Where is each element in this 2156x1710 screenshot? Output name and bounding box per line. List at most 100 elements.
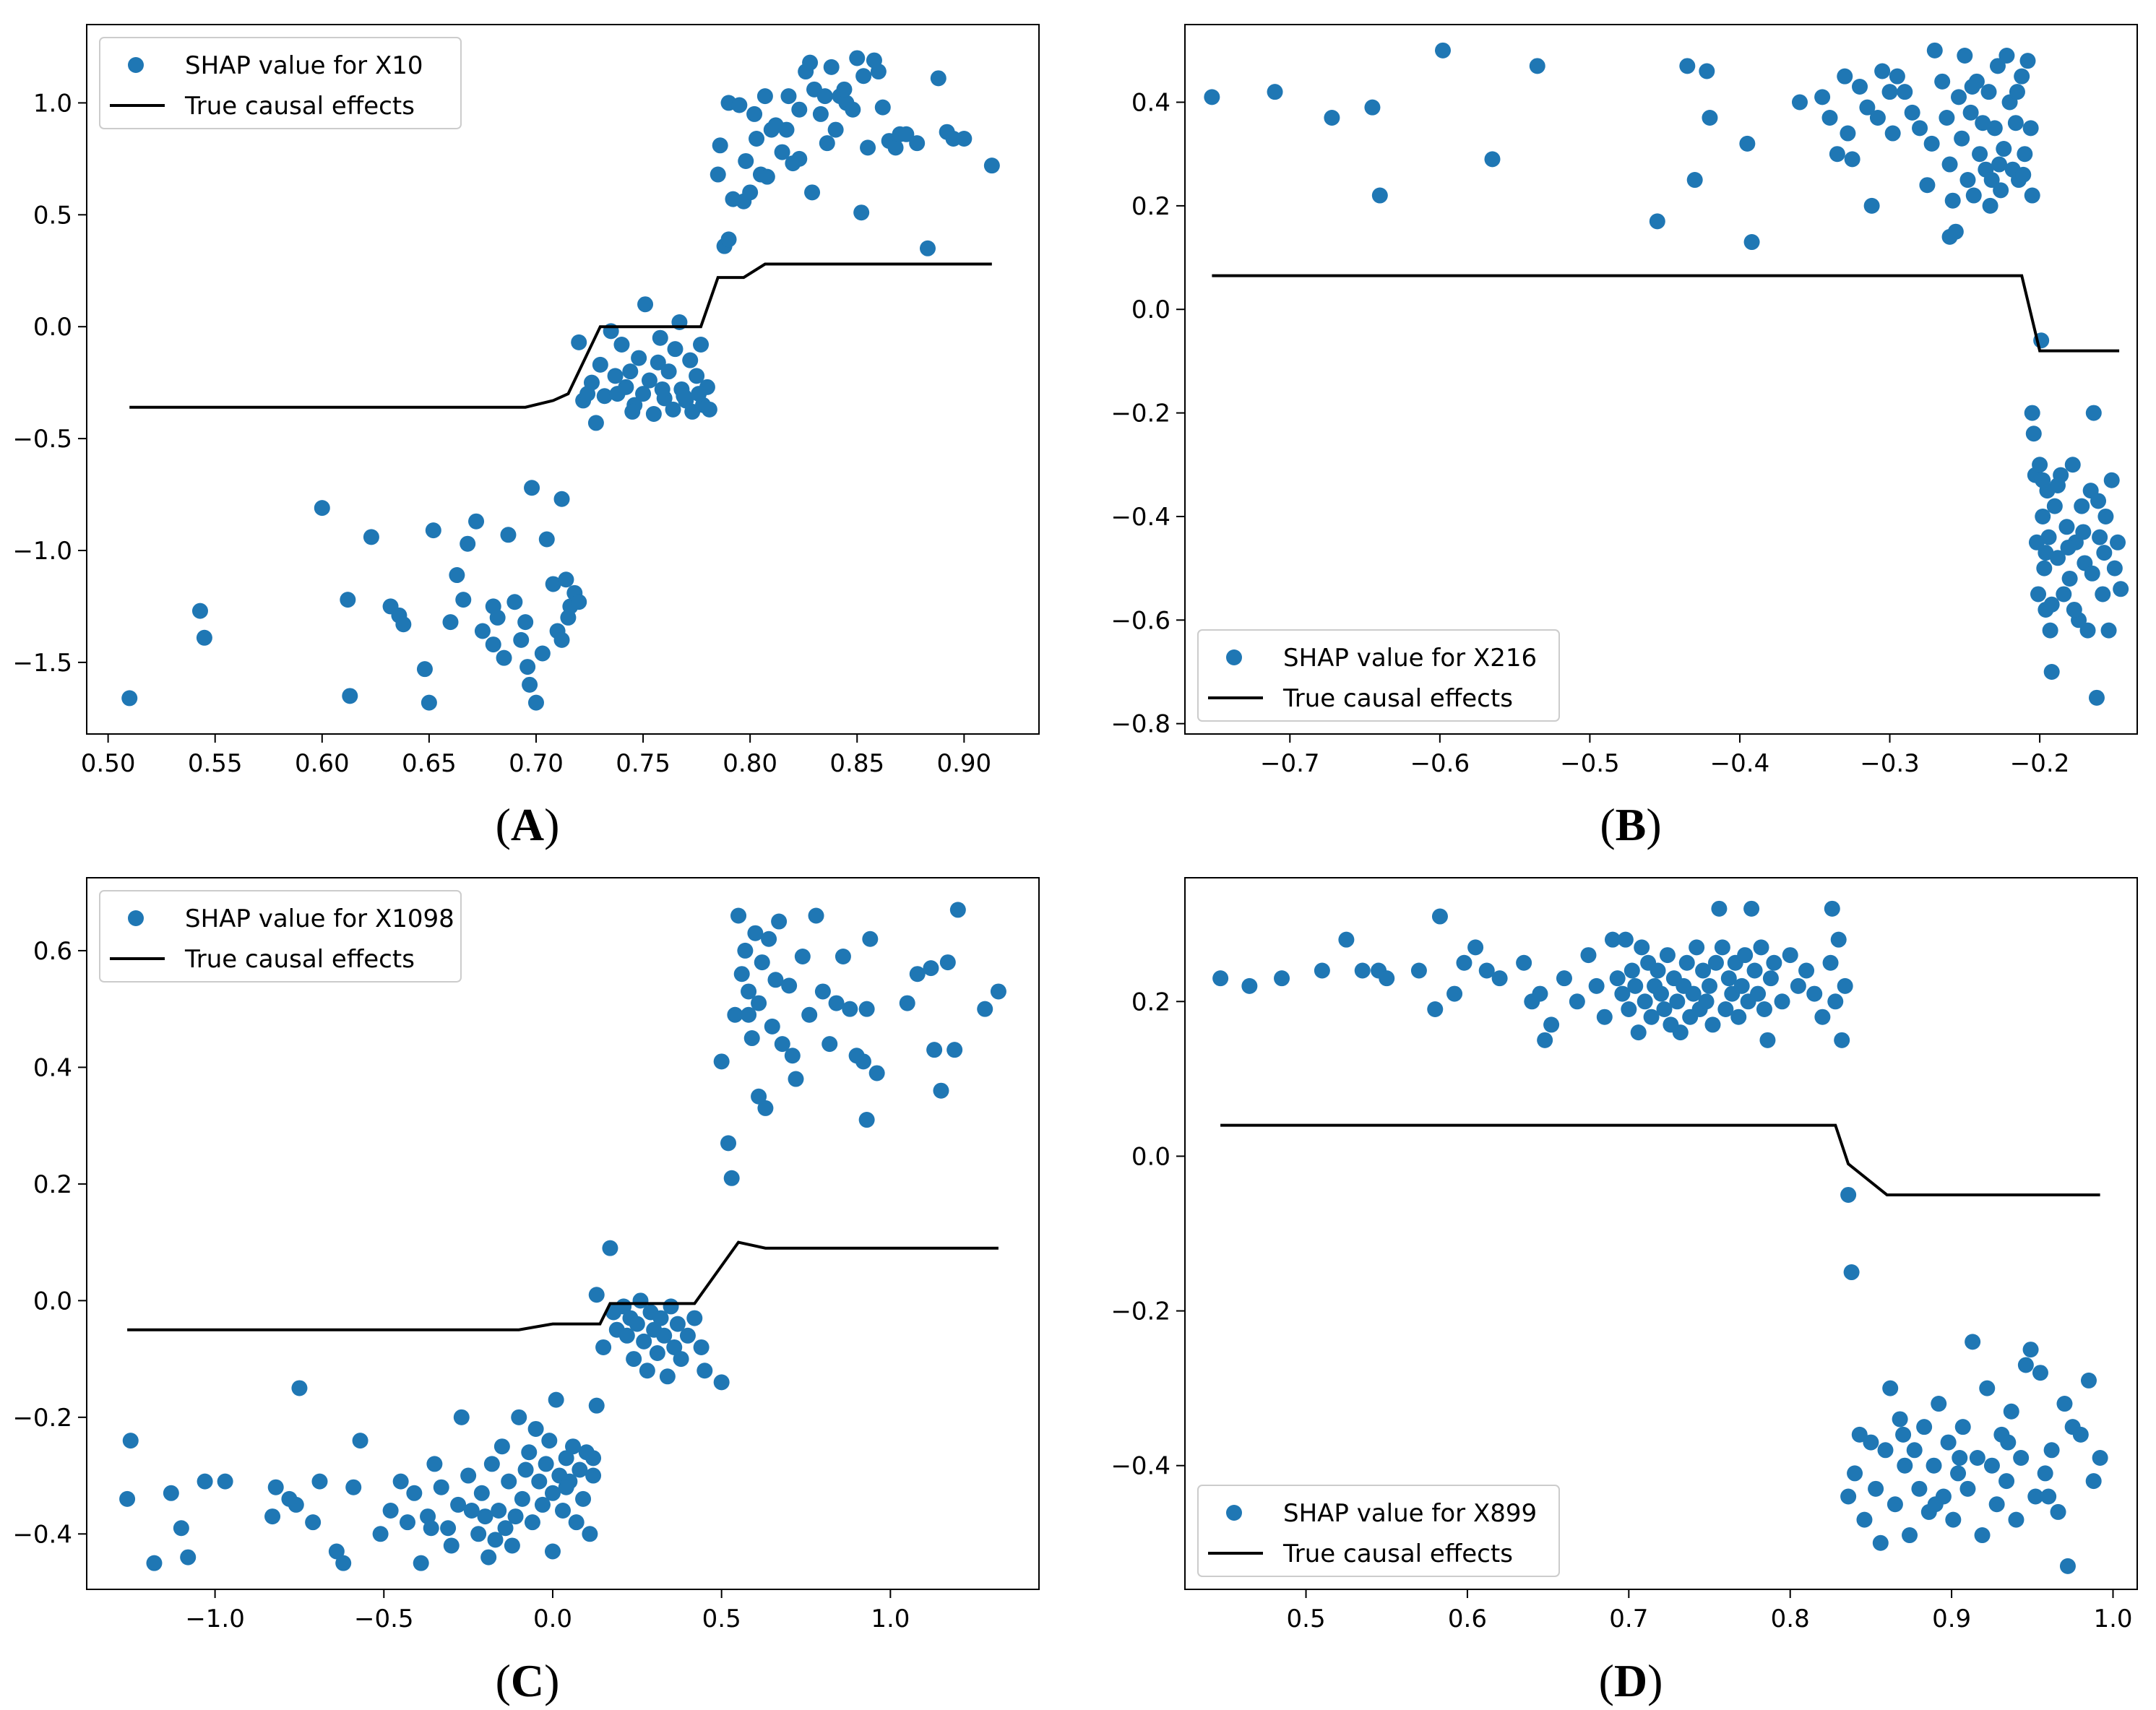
data-point — [335, 1555, 352, 1571]
panel-b-caption: (B) — [1600, 799, 1662, 850]
data-point — [639, 1363, 655, 1379]
data-point — [460, 1467, 477, 1484]
data-point — [2106, 560, 2123, 577]
data-point — [2075, 524, 2092, 540]
data-point — [2019, 53, 2036, 69]
data-point — [2049, 477, 2066, 493]
data-point — [517, 614, 534, 631]
data-point — [1998, 1473, 2015, 1490]
data-point — [1537, 1032, 1553, 1048]
data-point — [421, 694, 437, 711]
data-point — [949, 902, 966, 918]
causal-effect-line — [127, 1240, 999, 1331]
data-point — [835, 948, 851, 964]
data-point — [1965, 187, 1982, 204]
data-point — [450, 1496, 467, 1513]
data-point — [1814, 89, 1831, 105]
data-point — [669, 1316, 686, 1332]
data-point — [730, 907, 747, 924]
data-point — [1491, 970, 1508, 987]
data-point — [534, 645, 551, 662]
x-tick-label: −0.3 — [1860, 749, 1920, 778]
data-point — [568, 1514, 585, 1531]
data-point — [761, 930, 777, 947]
panel-b-letter: B — [1615, 799, 1647, 850]
data-point — [689, 368, 705, 384]
data-point — [679, 1327, 696, 1344]
data-point — [340, 592, 356, 608]
data-point — [477, 1508, 493, 1525]
data-point — [1204, 89, 1220, 105]
data-point — [2022, 120, 2039, 137]
data-point — [1874, 63, 1891, 79]
data-point — [423, 1520, 439, 1537]
data-point — [2080, 1372, 2097, 1389]
legend-scatter-marker — [1226, 1505, 1242, 1521]
data-point — [1852, 79, 1868, 95]
data-point — [416, 661, 433, 678]
legend-scatter-marker — [1226, 649, 1242, 665]
data-point — [2032, 457, 2048, 473]
x-tick-label: −0.5 — [1560, 749, 1620, 778]
data-point — [522, 676, 538, 693]
data-point — [1791, 94, 1808, 111]
panel-a-chart: 0.50 0.55 0.60 0.65 0.70 0.75 0.80 0.85 0.90 −1.5… — [12, 24, 1040, 778]
data-point — [483, 1456, 500, 1472]
data-point — [1895, 1426, 1912, 1443]
data-point — [746, 105, 763, 122]
data-point — [553, 631, 570, 648]
data-point — [583, 374, 600, 391]
data-point — [654, 381, 670, 397]
data-point — [1669, 993, 1686, 1010]
legend-line-label: True causal effects — [1282, 1540, 1513, 1568]
data-point — [1737, 947, 1754, 964]
data-point — [1643, 1009, 1660, 1025]
data-point — [2009, 84, 2025, 100]
y-tick-label: −0.8 — [1111, 710, 1170, 739]
data-point — [849, 50, 866, 66]
data-point — [1689, 939, 1705, 956]
data-point — [527, 694, 544, 711]
data-point — [855, 68, 872, 85]
y-tick-label: 0.2 — [33, 1170, 72, 1199]
data-point — [1996, 141, 2012, 157]
data-point — [1743, 900, 1760, 917]
data-point — [2025, 426, 2042, 442]
data-point — [453, 1409, 470, 1425]
data-point — [1998, 48, 2015, 64]
data-point — [1241, 977, 1258, 994]
data-point — [956, 130, 973, 147]
data-point — [489, 609, 506, 626]
data-point — [1686, 172, 1703, 189]
data-point — [1653, 985, 1669, 1002]
data-point — [1637, 993, 1653, 1010]
data-point — [2061, 570, 2078, 587]
data-point — [812, 105, 829, 122]
data-point — [733, 966, 750, 983]
y-tick-label: −0.2 — [1111, 400, 1170, 428]
data-point — [1650, 962, 1666, 979]
data-point — [2059, 1558, 2076, 1574]
data-point — [1906, 1442, 1923, 1459]
data-point — [2013, 1449, 2030, 1466]
y-tick-label: 0.2 — [1131, 988, 1170, 1016]
data-point — [314, 500, 330, 517]
data-point — [751, 1088, 767, 1105]
data-point — [553, 491, 570, 507]
data-point — [413, 1555, 429, 1571]
x-tick-label: 0.65 — [402, 749, 457, 778]
data-point — [1743, 234, 1760, 251]
data-point — [588, 1287, 605, 1303]
data-point — [1975, 115, 1991, 131]
data-point — [267, 1479, 284, 1495]
data-point — [771, 913, 788, 930]
x-tick-label: 0.60 — [295, 749, 350, 778]
data-point — [565, 1438, 582, 1455]
data-point — [119, 1490, 136, 1507]
data-point — [2037, 1465, 2053, 1482]
data-point — [1762, 970, 1779, 987]
data-point — [1679, 58, 1696, 74]
data-point — [1484, 151, 1501, 168]
x-tick-label: 0.75 — [616, 749, 670, 778]
data-point — [1827, 993, 1844, 1010]
